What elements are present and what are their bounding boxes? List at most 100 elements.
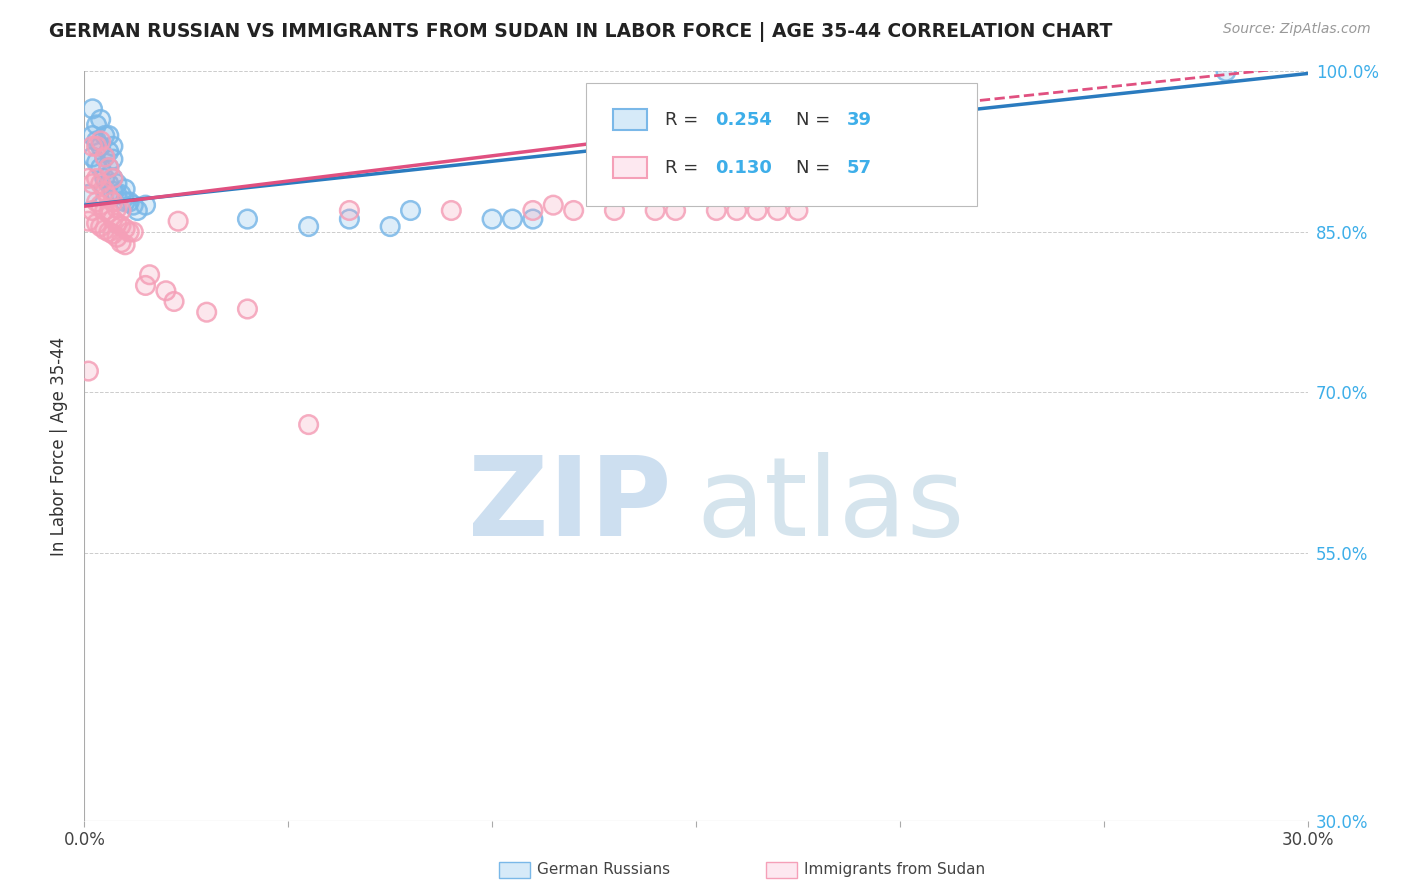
Point xyxy=(82,177,104,191)
Point xyxy=(82,150,104,164)
Point xyxy=(114,182,136,196)
Point xyxy=(110,203,132,218)
Point xyxy=(101,212,124,227)
Point xyxy=(93,171,115,186)
Point xyxy=(86,134,108,148)
Point xyxy=(163,294,186,309)
Point xyxy=(522,212,544,227)
Point xyxy=(766,203,789,218)
Point xyxy=(77,187,100,202)
Point xyxy=(665,203,688,218)
Point xyxy=(77,171,100,186)
Point xyxy=(101,152,124,166)
Point xyxy=(86,155,108,169)
Point xyxy=(93,203,115,218)
Point xyxy=(665,203,688,218)
Point xyxy=(399,203,422,218)
Text: N =: N = xyxy=(796,159,837,177)
Point xyxy=(110,219,132,233)
Point xyxy=(236,301,259,316)
Point xyxy=(86,194,108,209)
Point xyxy=(706,203,728,218)
Point xyxy=(90,161,112,175)
Point xyxy=(90,139,112,153)
Point xyxy=(93,150,115,164)
Point xyxy=(195,305,218,319)
Point xyxy=(110,187,132,202)
Text: R =: R = xyxy=(665,111,704,128)
Point xyxy=(110,187,132,202)
Point xyxy=(110,219,132,233)
Point xyxy=(339,212,361,227)
Point xyxy=(380,219,402,234)
Point xyxy=(155,284,177,298)
Point xyxy=(440,203,463,218)
Point xyxy=(787,203,810,218)
Point xyxy=(97,205,120,219)
Point xyxy=(562,203,585,218)
Point xyxy=(93,150,115,164)
Point xyxy=(97,161,120,175)
Point xyxy=(97,145,120,159)
Point xyxy=(97,145,120,159)
Point xyxy=(77,214,100,228)
Point xyxy=(86,171,108,186)
Point xyxy=(298,219,321,234)
Point xyxy=(105,216,128,230)
Point xyxy=(747,203,769,218)
Point xyxy=(101,227,124,241)
Point xyxy=(114,237,136,252)
Text: 57: 57 xyxy=(846,159,872,177)
Point xyxy=(93,128,115,143)
Point xyxy=(118,194,141,209)
Point xyxy=(118,225,141,239)
Point xyxy=(118,225,141,239)
Point xyxy=(90,161,112,175)
Point xyxy=(90,139,112,153)
Y-axis label: In Labor Force | Age 35-44: In Labor Force | Age 35-44 xyxy=(51,336,69,556)
Point xyxy=(86,118,108,132)
Point xyxy=(97,128,120,143)
FancyBboxPatch shape xyxy=(613,157,647,178)
Point xyxy=(86,155,108,169)
Point xyxy=(90,219,112,234)
Point xyxy=(97,161,120,175)
Point xyxy=(82,203,104,218)
Point xyxy=(114,194,136,209)
Point xyxy=(522,203,544,218)
Point xyxy=(167,214,190,228)
Text: N =: N = xyxy=(796,111,837,128)
Point xyxy=(77,364,100,378)
Point xyxy=(90,177,112,191)
Text: Immigrants from Sudan: Immigrants from Sudan xyxy=(804,863,986,877)
Point xyxy=(93,150,115,164)
Point xyxy=(481,212,503,227)
Point xyxy=(236,301,259,316)
Text: Source: ZipAtlas.com: Source: ZipAtlas.com xyxy=(1223,22,1371,37)
Point xyxy=(122,198,145,212)
Point xyxy=(82,150,104,164)
Point xyxy=(93,203,115,218)
Point xyxy=(101,227,124,241)
Point xyxy=(105,230,128,244)
Point xyxy=(114,221,136,235)
Point xyxy=(298,417,321,432)
Point xyxy=(86,194,108,209)
Point xyxy=(90,134,112,148)
Text: 39: 39 xyxy=(846,111,872,128)
Point xyxy=(502,212,524,227)
Point xyxy=(86,139,108,153)
Point xyxy=(97,225,120,239)
Point xyxy=(97,161,120,175)
Point xyxy=(747,203,769,218)
Point xyxy=(101,171,124,186)
Point xyxy=(101,184,124,198)
Point xyxy=(97,177,120,191)
Point xyxy=(82,177,104,191)
Point xyxy=(127,203,149,218)
Point xyxy=(118,194,141,209)
Point xyxy=(97,191,120,205)
Point xyxy=(603,203,626,218)
Point xyxy=(135,278,157,293)
Point xyxy=(82,139,104,153)
